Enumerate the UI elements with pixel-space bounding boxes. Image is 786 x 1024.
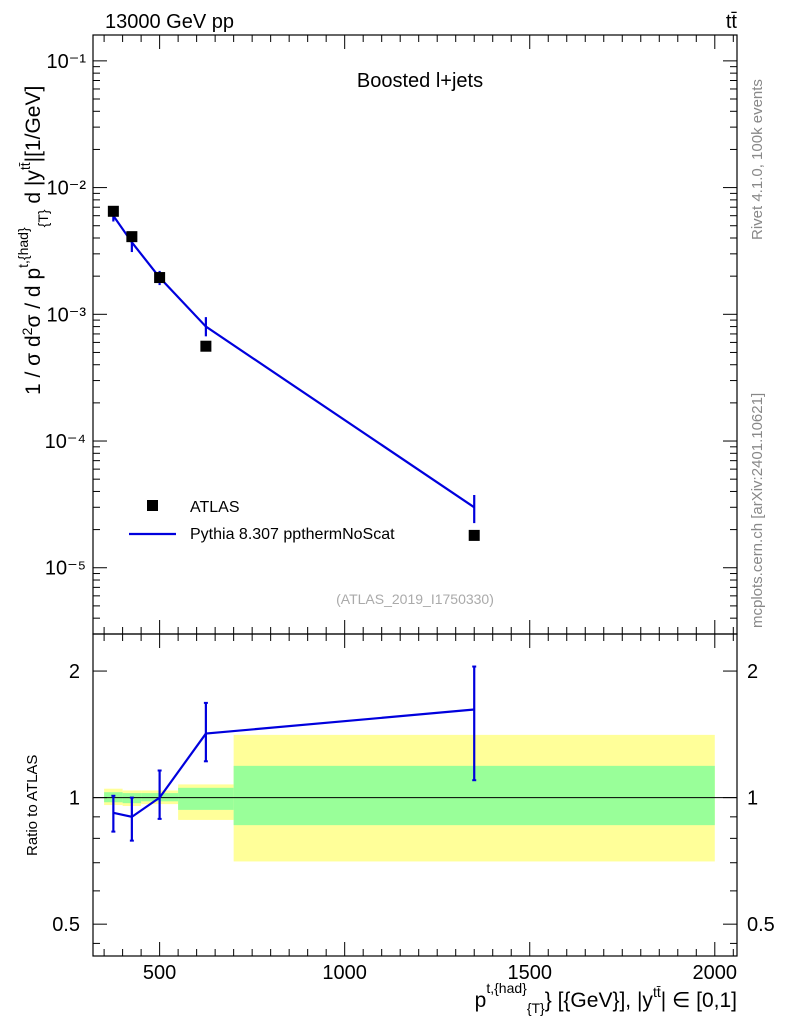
header-process-label: tt̄ (726, 11, 738, 33)
main-y-tick-label: 10⁻³ (47, 304, 87, 326)
legend-label-pythia: Pythia 8.307 ppthermNoScat (190, 526, 395, 543)
chart-title: Boosted l+jets (357, 70, 483, 92)
ratio-uncertainty-bands (104, 734, 715, 862)
atlas-point (468, 529, 480, 541)
x-axis-label: pt,{had}{T}} [{GeV}], |ytt̄| ∈ [0,1] (475, 980, 737, 1016)
ratio-band-green (178, 787, 234, 810)
main-y-tick-label: 10⁻⁵ (45, 558, 86, 580)
ratio-y-tick-label-right: 0.5 (747, 914, 775, 936)
x-tick-label: 1000 (322, 962, 367, 984)
main-y-tick-label: 10⁻¹ (47, 51, 87, 73)
x-tick-label: 500 (143, 962, 176, 984)
pythia-line (112, 215, 475, 509)
main-y-axis-label: 1 / σ d2σ / d pt,{had}{T} d |ytt̄|[1/GeV… (15, 86, 51, 395)
rivet-version-label: Rivet 4.1.0, 100k events (749, 79, 766, 240)
x-tick-labels: 500 1000 1500 2000 (143, 962, 737, 984)
x-tick-label: 2000 (693, 962, 738, 984)
x-tick-label: 1500 (507, 962, 552, 984)
mcplots-credit-label: mcplots.cern.ch [arXiv:2401.10621] (749, 393, 766, 628)
ratio-ticks (93, 634, 737, 956)
legend-label-atlas: ATLAS (190, 499, 240, 516)
ratio-y-tick-label-right: 2 (747, 661, 758, 683)
ratio-panel: 0.5 0.5 1 1 2 2 Ratio to ATLAS (24, 633, 775, 957)
main-panel: Boosted l+jets (ATLAS_2019_I1750330) 10⁻… (15, 34, 738, 635)
ratio-y-tick-labels: 0.5 0.5 1 1 2 2 (52, 661, 775, 936)
ratio-y-axis-label: Ratio to ATLAS (24, 755, 41, 856)
ratio-panel-frame (92, 633, 738, 957)
legend: ATLAS Pythia 8.307 ppthermNoScat (129, 499, 395, 543)
main-panel-frame (92, 34, 738, 635)
legend-marker-atlas (147, 500, 158, 511)
svg-text:pt,{had}{T}} [{GeV}], |ytt̄| ∈: pt,{had}{T}} [{GeV}], |ytt̄| ∈ [0,1] (475, 980, 737, 1016)
atlas-point (107, 205, 119, 217)
svg-text:1 / σ d2σ / d pt,{had}{T} d |y: 1 / σ d2σ / d pt,{had}{T} d |ytt̄|[1/GeV… (15, 86, 51, 395)
ratio-y-tick-label-right: 1 (747, 788, 758, 810)
ratio-y-tick-label-left: 0.5 (52, 914, 80, 936)
main-series (107, 205, 480, 541)
atlas-point (126, 231, 138, 243)
main-y-tick-label: 10⁻⁴ (45, 431, 86, 453)
ratio-y-tick-label-left: 1 (69, 788, 80, 810)
header-collision-label: 13000 GeV pp (105, 11, 234, 33)
atlas-point (154, 272, 166, 284)
analysis-id-label: (ATLAS_2019_I1750330) (336, 591, 494, 607)
ratio-series (111, 665, 477, 842)
atlas-point (200, 340, 212, 352)
ratio-y-tick-label-left: 2 (69, 661, 80, 683)
main-y-tick-label: 10⁻² (47, 178, 87, 200)
main-ticks (93, 35, 737, 635)
main-y-tick-labels: 10⁻¹ 10⁻² 10⁻³ 10⁻⁴ 10⁻⁵ (45, 51, 87, 580)
